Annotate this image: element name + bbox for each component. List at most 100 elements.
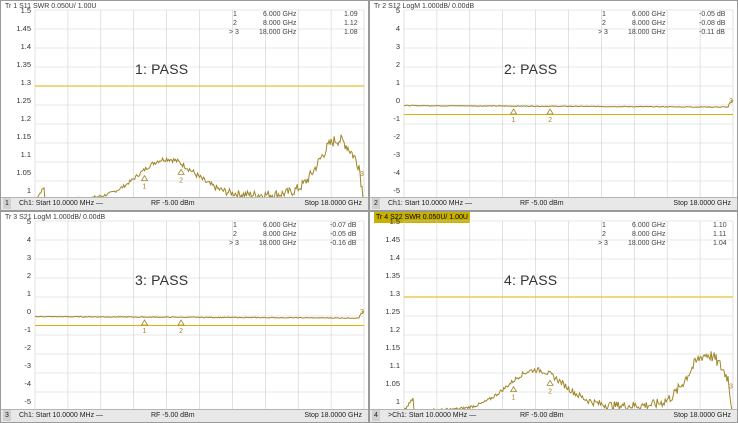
marker-label: 1 (233, 11, 237, 18)
y-tick: 1.5 (20, 6, 31, 15)
y-tick: 4 (26, 235, 31, 244)
trace-header[interactable]: Tr 3 S21 LogM 1.000dB/ 0.00dB (5, 214, 106, 221)
y-tick: -5 (393, 186, 400, 195)
y-tick: 1.35 (385, 271, 400, 280)
marker-value: 1.09 (344, 11, 358, 18)
channel-status-bar: 1 Ch1: Start 10.0000 MHz — RF -5.00 dBm … (1, 197, 368, 210)
y-tick: 1.4 (20, 42, 31, 51)
trace-plot[interactable]: 1 2 3 (370, 212, 738, 423)
trace-pane-1[interactable]: Tr 1 S11 SWR 0.050U/ 1.00U 1.5 1.45 1.4 … (0, 0, 369, 211)
y-tick: 1.45 (16, 24, 31, 33)
marker-triangle (177, 319, 185, 326)
pass-indicator: 1: PASS (135, 61, 189, 77)
measurement-trace (34, 310, 365, 319)
marker-value: -0.16 dB (330, 240, 357, 247)
marker-freq: 18.000 GHz (628, 29, 666, 36)
stop-frequency[interactable]: Stop 18.0000 GHz (673, 412, 731, 419)
y-tick: -2 (393, 132, 400, 141)
marker-triangle (140, 174, 149, 182)
trace-pane-4[interactable]: Tr 4 S22 SWR 0.050U/ 1.00U 1.5 1.45 1.4 … (369, 211, 738, 423)
marker-value: 1.08 (344, 29, 358, 36)
marker-number: 1 (512, 117, 516, 124)
marker-number: 3 (729, 384, 733, 391)
trace-plot[interactable]: 1 2 3 (370, 1, 738, 211)
y-tick: 3 (395, 42, 400, 51)
rf-power[interactable]: RF -5.00 dBm (151, 412, 195, 419)
marker-number: 2 (179, 177, 183, 184)
rf-power[interactable]: RF -5.00 dBm (520, 412, 564, 419)
trace-header[interactable]: Tr 2 S12 LogM 1.000dB/ 0.00dB (374, 3, 475, 10)
trace-plot[interactable]: 1 2 3 (1, 212, 369, 423)
y-tick: 1 (395, 78, 400, 87)
trace-number[interactable]: 4 (372, 410, 380, 421)
stop-frequency[interactable]: Stop 18.0000 GHz (304, 412, 362, 419)
channel-status-bar: 2 Ch1: Start 10.0000 MHz — RF -5.00 dBm … (370, 197, 737, 210)
marker-triangle (546, 379, 554, 386)
y-tick: -2 (24, 343, 31, 352)
y-tick: 1.2 (389, 325, 400, 334)
pass-indicator: 3: PASS (135, 272, 189, 288)
y-tick: -3 (393, 150, 400, 159)
marker-freq: 6.000 GHz (632, 222, 666, 229)
marker-freq: 8.000 GHz (263, 231, 297, 238)
marker-freq: 8.000 GHz (632, 20, 666, 27)
pass-indicator: 2: PASS (504, 61, 558, 77)
marker-label: 2 (602, 20, 606, 27)
marker-label: 2 (233, 20, 237, 27)
y-tick: 0 (26, 307, 31, 316)
trace-pane-2[interactable]: Tr 2 S12 LogM 1.000dB/ 0.00dB 5 4 3 2 1 … (369, 0, 738, 211)
marker-value: -0.05 dB (699, 11, 726, 18)
stop-frequency[interactable]: Stop 18.0000 GHz (673, 200, 731, 207)
marker-label: 2 (233, 231, 237, 238)
marker-number: 1 (512, 395, 516, 402)
marker-value: 1.10 (713, 222, 727, 229)
trace-header[interactable]: Tr 1 S11 SWR 0.050U/ 1.00U (5, 3, 97, 10)
marker-value: -0.05 dB (330, 231, 357, 238)
y-tick: -4 (393, 168, 400, 177)
y-tick: 1.2 (20, 114, 31, 123)
y-tick: 1 (26, 289, 31, 298)
marker-label: > 3 (229, 240, 239, 247)
start-frequency[interactable]: Ch1: Start 10.0000 MHz — (19, 412, 104, 419)
trace-header-active[interactable]: Tr 4 S22 SWR 0.050U/ 1.00U (374, 212, 470, 223)
y-tick: -1 (393, 114, 400, 123)
start-frequency[interactable]: Ch1: Start 10.0000 MHz — (388, 200, 473, 207)
marker-number: 1 (143, 328, 147, 335)
marker-number: 3 (360, 309, 364, 316)
stop-frequency[interactable]: Stop 18.0000 GHz (304, 200, 362, 207)
y-tick: 1.1 (389, 361, 400, 370)
y-tick: 1.05 (385, 379, 400, 388)
trace-plot[interactable]: 1 2 3 (1, 1, 369, 211)
trace-pane-3[interactable]: Tr 3 S21 LogM 1.000dB/ 0.00dB 5 4 3 2 1 … (0, 211, 369, 423)
marker-label: 2 (602, 231, 606, 238)
y-tick: -3 (24, 361, 31, 370)
y-tick: -5 (24, 397, 31, 406)
trace-number[interactable]: 2 (372, 198, 380, 209)
marker-freq: 6.000 GHz (263, 11, 297, 18)
y-tick: 1 (395, 397, 400, 406)
y-tick: 1.15 (385, 343, 400, 352)
y-tick: 1.35 (16, 60, 31, 69)
trace-number[interactable]: 3 (3, 410, 11, 421)
marker-freq: 18.000 GHz (259, 29, 297, 36)
marker-value: 1.12 (344, 20, 358, 27)
marker-number: 2 (179, 328, 183, 335)
marker-value: -0.07 dB (330, 222, 357, 229)
marker-freq: 8.000 GHz (632, 231, 666, 238)
marker-number: 1 (143, 184, 147, 191)
marker-label: 1 (602, 222, 606, 229)
marker-triangle (140, 319, 149, 326)
start-frequency[interactable]: >Ch1: Start 10.0000 MHz — (388, 412, 477, 419)
start-frequency[interactable]: Ch1: Start 10.0000 MHz — (19, 200, 104, 207)
marker-triangle (177, 168, 185, 175)
y-tick: -1 (24, 325, 31, 334)
y-tick: 1.25 (16, 96, 31, 105)
marker-label: 1 (602, 11, 606, 18)
rf-power[interactable]: RF -5.00 dBm (520, 200, 564, 207)
trace-number[interactable]: 1 (3, 198, 11, 209)
y-tick: 5 (395, 6, 400, 15)
pass-indicator: 4: PASS (504, 272, 558, 288)
rf-power[interactable]: RF -5.00 dBm (151, 200, 195, 207)
channel-status-bar: 4 >Ch1: Start 10.0000 MHz — RF -5.00 dBm… (370, 409, 737, 422)
